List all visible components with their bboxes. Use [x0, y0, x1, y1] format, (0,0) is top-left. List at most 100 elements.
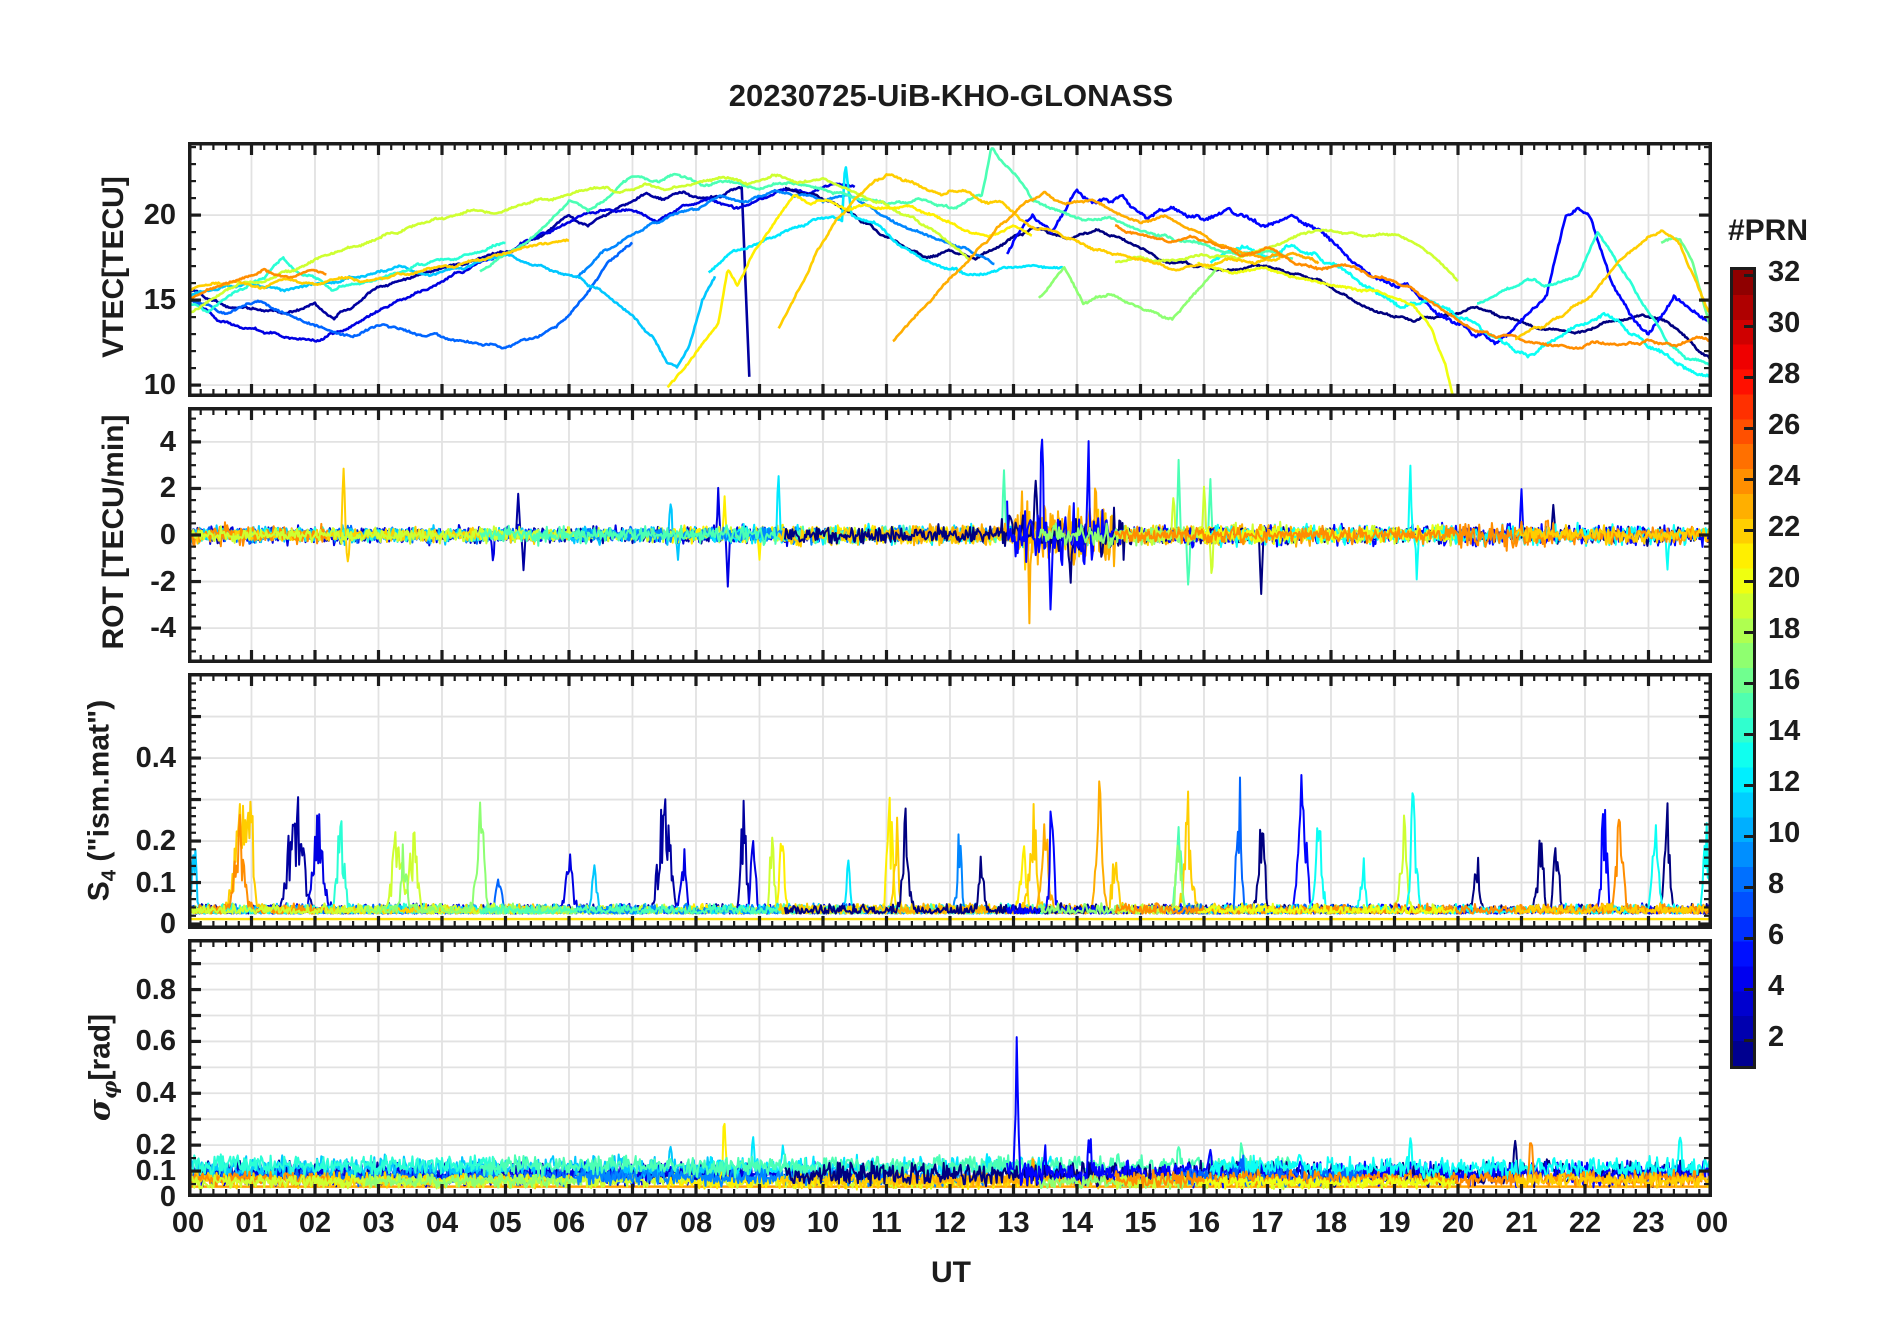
- x-tick-label: 02: [298, 1207, 332, 1239]
- prn-13-trace: [1209, 792, 1712, 915]
- axis-border: [188, 407, 1712, 663]
- x-tick-label: 06: [552, 1207, 586, 1239]
- grid: [188, 939, 1712, 1197]
- prn-22-trace: [1514, 1171, 1712, 1189]
- x-axis-label: UT: [931, 1256, 971, 1289]
- prn-20-trace: [1197, 1175, 1456, 1191]
- y-tick-label: 10: [143, 369, 176, 402]
- y-tick-label: 0.2: [135, 825, 176, 858]
- prn-13-trace: [1209, 1136, 1712, 1181]
- colorbar-tick-label: 14: [1768, 715, 1801, 748]
- x-tick-label: 23: [1632, 1207, 1665, 1239]
- x-tick-label: 17: [1251, 1207, 1284, 1239]
- series-lines: [188, 774, 1712, 915]
- colorbar-tick-label: 6: [1768, 919, 1785, 952]
- prn-24-trace: [188, 267, 327, 301]
- colorbar-tick-label: 20: [1768, 562, 1801, 595]
- prn-13-trace: [1209, 243, 1712, 378]
- x-tick-label: 00: [1695, 1207, 1729, 1239]
- x-tick-label: 14: [1060, 1207, 1094, 1239]
- sigma-phi-panel-plot: [188, 939, 1712, 1197]
- prn-24-trace: [1114, 519, 1712, 552]
- prn-22-trace: [1515, 229, 1712, 341]
- colorbar-tick: [1744, 1038, 1753, 1042]
- x-tick-label: 01: [235, 1207, 268, 1239]
- prn-17-trace: [364, 801, 583, 915]
- prn-22-trace: [1514, 902, 1712, 915]
- y-tick-label: 15: [143, 284, 176, 317]
- x-tick-label: 12: [933, 1207, 967, 1239]
- y-tick-label: 0.4: [135, 1077, 176, 1110]
- prn-22-trace: [777, 172, 1281, 329]
- prn-1-trace: [784, 186, 1712, 361]
- colorbar-tick-label: 32: [1768, 256, 1801, 289]
- prn-19-trace: [1115, 228, 1459, 283]
- colorbar-tick: [1744, 528, 1753, 532]
- y-tick-label: -2: [150, 565, 176, 598]
- x-tick-label: 10: [806, 1207, 840, 1239]
- prn-9-trace: [574, 188, 995, 279]
- rot-panel-plot: [188, 407, 1712, 663]
- s4-panel-plot: [188, 673, 1712, 929]
- colorbar-tick: [1744, 375, 1753, 379]
- colorbar-tick-label: 26: [1768, 409, 1801, 442]
- colorbar-tick: [1744, 579, 1753, 583]
- prn-21-trace: [666, 193, 1033, 389]
- axis-border: [188, 142, 1712, 397]
- prn-4-trace: [188, 182, 856, 343]
- y-tick-label: 0: [159, 1181, 176, 1213]
- colorbar-tick: [1744, 885, 1753, 889]
- colorbar-tick-label: 22: [1768, 511, 1801, 544]
- x-tick-label: 11: [871, 1207, 902, 1239]
- y-tick-label: 0.8: [135, 973, 176, 1006]
- x-tick-label: 07: [616, 1207, 649, 1239]
- y-tick-label: 0.1: [135, 866, 176, 899]
- prn-8-trace: [188, 241, 633, 350]
- colorbar-tick: [1744, 987, 1753, 991]
- colorbar-tick-label: 8: [1768, 868, 1785, 901]
- x-tick-label: 16: [1187, 1207, 1221, 1239]
- prn-20-trace: [1197, 902, 1456, 915]
- x-tick-label: 21: [1505, 1207, 1538, 1239]
- colorbar-tick: [1744, 834, 1753, 838]
- axis-ticks: [188, 407, 1712, 663]
- prn-22-trace: [1514, 524, 1712, 546]
- colorbar-tick-label: 18: [1768, 613, 1801, 646]
- colorbar-tick-label: 10: [1768, 817, 1801, 850]
- y-tick-label: 0.6: [135, 1025, 176, 1058]
- y-tick-label: 0.2: [135, 1129, 176, 1162]
- colorbar-tick-label: 2: [1768, 1021, 1785, 1054]
- prn-11-trace: [188, 253, 717, 369]
- figure-title: 20230725-UiB-KHO-GLONASS: [728, 78, 1174, 113]
- colorbar-title: #PRN: [1727, 214, 1809, 247]
- prn-13-trace: [1209, 464, 1712, 581]
- colorbar-tick-label: 28: [1768, 358, 1801, 391]
- colorbar-tick: [1744, 630, 1753, 634]
- colorbar-tick: [1744, 324, 1753, 328]
- y-tick-label: 2: [159, 472, 176, 505]
- colorbar-tick-label: 16: [1768, 664, 1801, 697]
- x-tick-label: 13: [997, 1207, 1030, 1239]
- x-tick-label: 09: [743, 1207, 776, 1239]
- grid: [188, 673, 1712, 929]
- colorbar-tick-label: 12: [1768, 766, 1801, 799]
- colorbar-tick: [1744, 681, 1753, 685]
- prn-14-trace: [188, 241, 506, 314]
- series-lines: [188, 438, 1712, 625]
- prn-19-trace: [1114, 485, 1459, 574]
- y-tick-label: 0: [159, 908, 176, 941]
- prn-14-trace: [188, 1153, 506, 1178]
- x-tick-label: 04: [425, 1207, 459, 1239]
- prn-17-trace: [1037, 266, 1218, 321]
- grid: [188, 407, 1712, 663]
- prn-1-trace: [783, 802, 1712, 915]
- y-tick-label: 20: [143, 199, 176, 232]
- colorbar-tick: [1744, 732, 1753, 736]
- y-tick-label: 0: [159, 519, 176, 551]
- x-tick-label: 19: [1378, 1207, 1411, 1239]
- x-tick-label: 22: [1568, 1207, 1602, 1239]
- colorbar-tick-label: 4: [1768, 970, 1785, 1003]
- colorbar-tick-label: 30: [1768, 307, 1801, 340]
- x-tick-label: 18: [1314, 1207, 1348, 1239]
